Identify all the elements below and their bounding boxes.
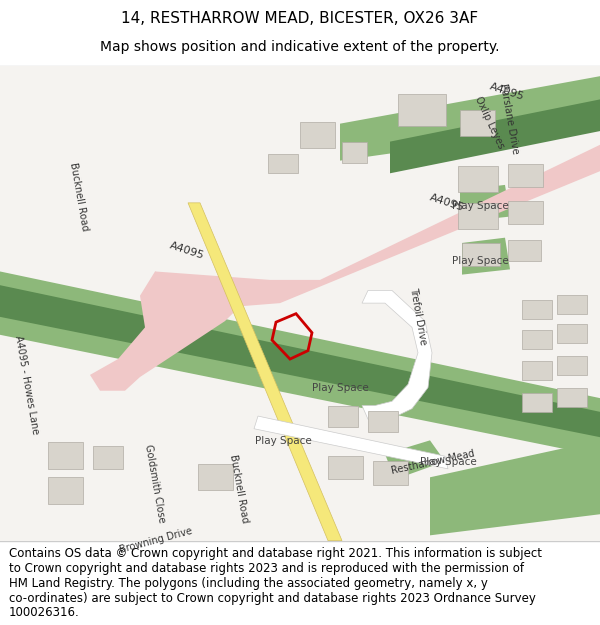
Text: 14, RESTHARROW MEAD, BICESTER, OX26 3AF: 14, RESTHARROW MEAD, BICESTER, OX26 3AF — [121, 11, 479, 26]
Polygon shape — [254, 416, 448, 469]
Text: Purslane Drive: Purslane Drive — [498, 83, 520, 155]
Polygon shape — [390, 99, 600, 173]
Text: Bucknell Road: Bucknell Road — [228, 454, 250, 524]
Polygon shape — [90, 271, 240, 391]
Bar — [458, 166, 498, 192]
Polygon shape — [462, 238, 510, 274]
Bar — [48, 478, 83, 504]
Bar — [557, 294, 587, 314]
Polygon shape — [430, 441, 600, 536]
Bar — [508, 164, 543, 187]
Text: Play Space: Play Space — [419, 457, 476, 467]
Bar — [198, 464, 233, 490]
Bar — [373, 461, 408, 484]
Text: Browning Drive: Browning Drive — [118, 526, 193, 555]
Bar — [458, 203, 498, 229]
Text: to Crown copyright and database rights 2023 and is reproduced with the permissio: to Crown copyright and database rights 2… — [9, 562, 524, 575]
Bar — [522, 329, 552, 349]
Bar — [48, 442, 83, 469]
Text: A4095 - Howes Lane: A4095 - Howes Lane — [13, 334, 40, 435]
Polygon shape — [0, 271, 600, 456]
Bar — [557, 388, 587, 407]
Text: Oxlip Leyes: Oxlip Leyes — [473, 94, 506, 150]
Polygon shape — [155, 129, 600, 306]
Bar — [342, 142, 367, 162]
Bar — [508, 201, 543, 224]
Text: Goldsmith Close: Goldsmith Close — [143, 444, 167, 524]
Text: A4095: A4095 — [488, 82, 525, 102]
Text: Play Space: Play Space — [452, 256, 508, 266]
Text: Map shows position and indicative extent of the property.: Map shows position and indicative extent… — [100, 40, 500, 54]
Polygon shape — [340, 76, 600, 161]
Text: Contains OS data © Crown copyright and database right 2021. This information is : Contains OS data © Crown copyright and d… — [9, 548, 542, 561]
Text: Trefoil Drive: Trefoil Drive — [408, 286, 428, 345]
Bar — [93, 446, 123, 469]
Bar — [557, 324, 587, 343]
Bar — [328, 406, 358, 427]
Bar — [328, 456, 363, 479]
Polygon shape — [460, 185, 510, 222]
Bar — [460, 110, 495, 136]
Text: 100026316.: 100026316. — [9, 606, 80, 619]
Bar — [522, 361, 552, 380]
Bar — [557, 356, 587, 375]
Text: Restharrow Mead: Restharrow Mead — [390, 449, 475, 476]
Bar — [398, 94, 446, 126]
Text: A4095: A4095 — [428, 192, 465, 213]
Polygon shape — [362, 291, 432, 419]
Text: Play Space: Play Space — [452, 201, 508, 211]
Polygon shape — [188, 203, 342, 541]
Bar — [522, 300, 552, 319]
Text: Play Space: Play Space — [311, 382, 368, 392]
Text: A4095: A4095 — [168, 240, 205, 261]
Bar — [462, 243, 500, 266]
Text: Play Space: Play Space — [254, 436, 311, 446]
Polygon shape — [385, 441, 445, 479]
Polygon shape — [0, 285, 600, 437]
Text: Bucknell Road: Bucknell Road — [68, 161, 90, 231]
Bar — [300, 122, 335, 148]
Text: co-ordinates) are subject to Crown copyright and database rights 2023 Ordnance S: co-ordinates) are subject to Crown copyr… — [9, 592, 536, 604]
Bar — [368, 411, 398, 432]
Bar — [522, 393, 552, 412]
Bar — [268, 154, 298, 173]
Bar — [508, 240, 541, 261]
Text: HM Land Registry. The polygons (including the associated geometry, namely x, y: HM Land Registry. The polygons (includin… — [9, 577, 488, 590]
